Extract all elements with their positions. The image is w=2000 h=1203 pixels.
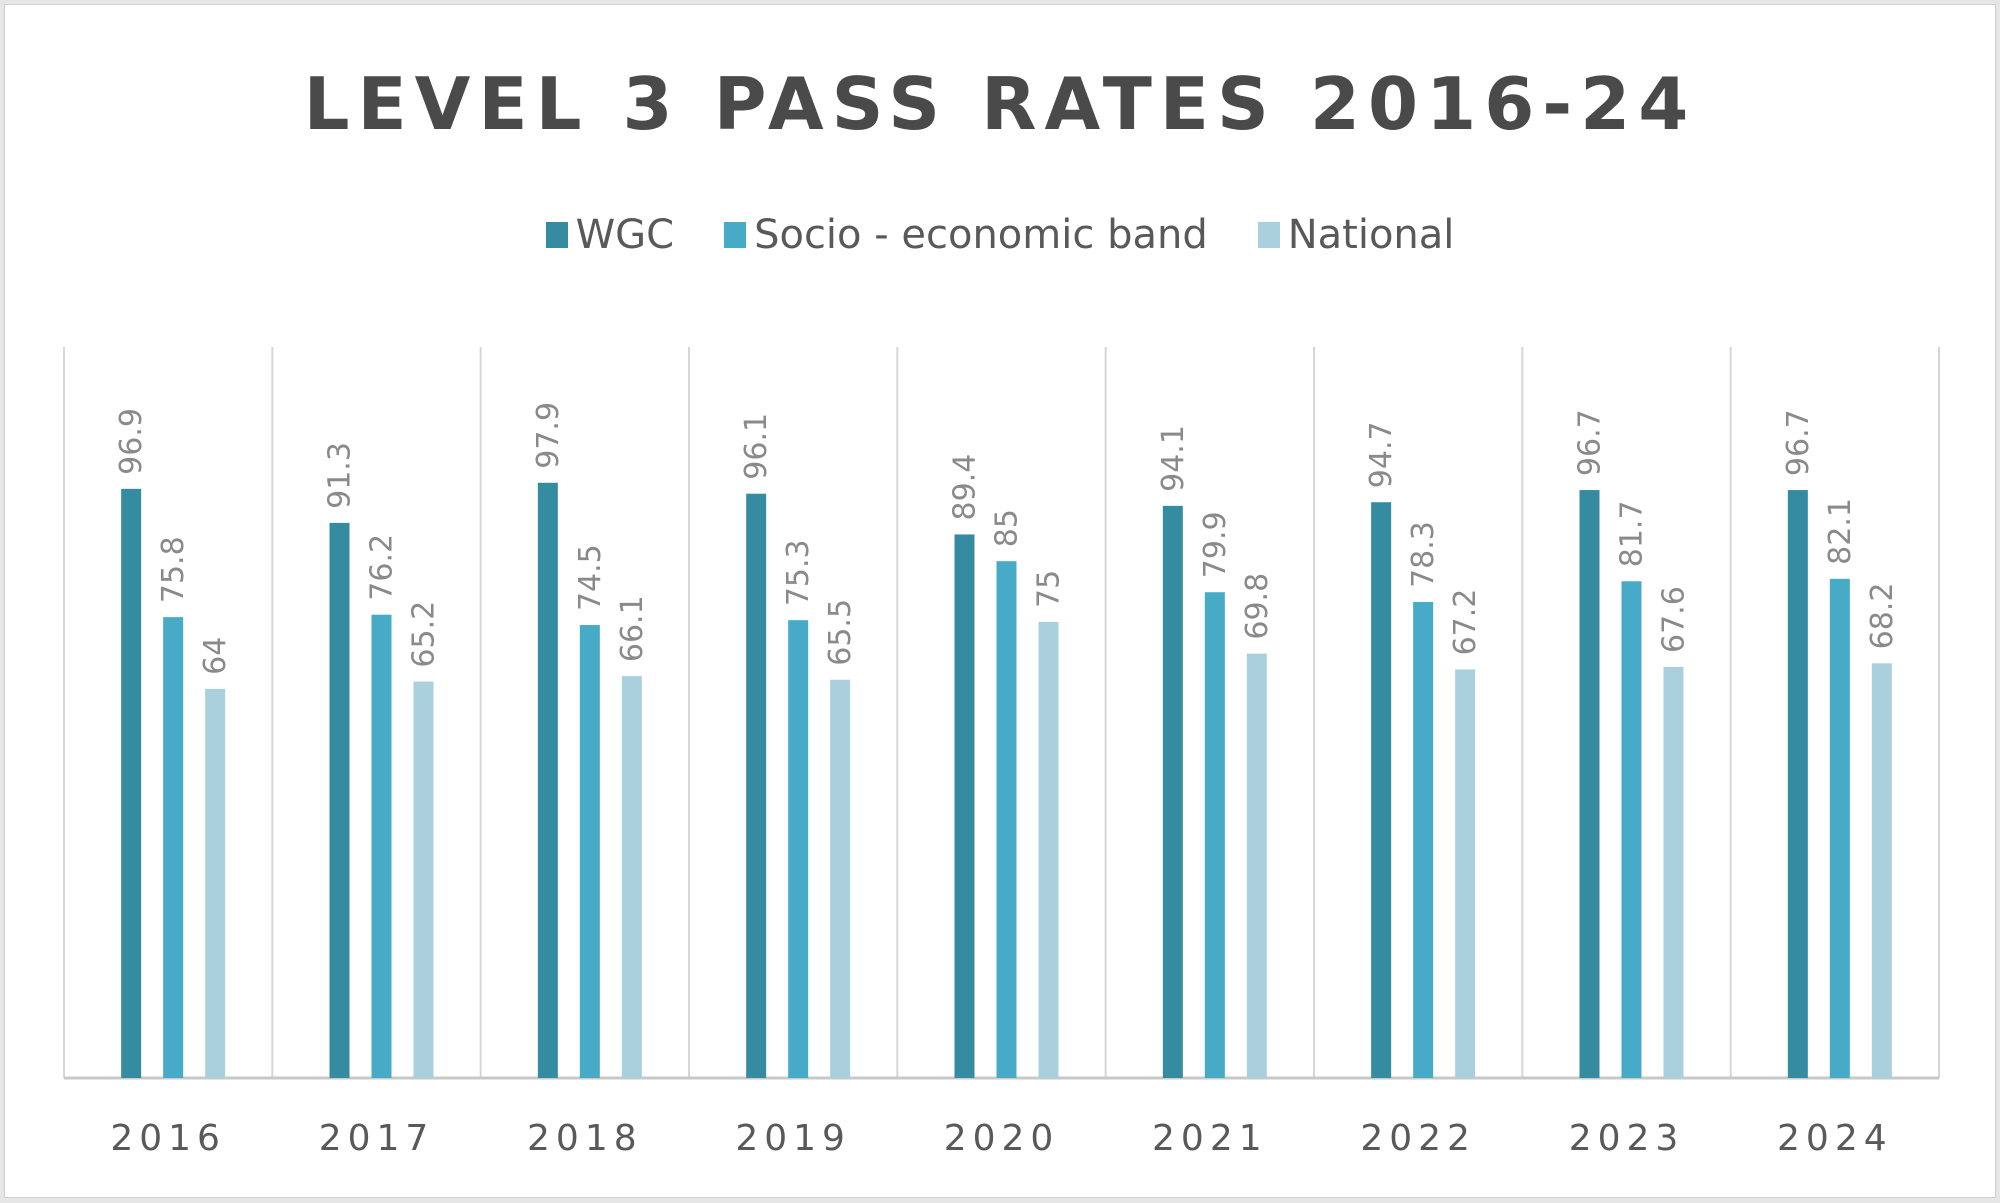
bar-wgc-2018 — [537, 482, 558, 1078]
bar-wgc-2024 — [1787, 490, 1808, 1079]
data-label: 97.9 — [531, 402, 566, 469]
bar-wgc-2019 — [746, 493, 767, 1078]
x-tick-label: 2019 — [735, 1118, 851, 1159]
legend-label-national: National — [1287, 212, 1455, 258]
x-tick-label: 2018 — [527, 1118, 643, 1159]
data-label: 94.7 — [1364, 421, 1399, 488]
legend-label-wgc: WGC — [575, 212, 675, 258]
data-label: 74.5 — [573, 544, 608, 611]
data-label: 68.2 — [1865, 583, 1900, 650]
legend-swatch-wgc — [545, 222, 568, 248]
data-label: 75.8 — [156, 536, 191, 603]
bar-socio-economic-band-2016 — [163, 617, 184, 1078]
bar-socio-economic-band-2018 — [579, 625, 600, 1078]
bar-national-2019 — [830, 679, 851, 1078]
legend-item-wgc: WGC — [545, 212, 675, 258]
bar-socio-economic-band-2024 — [1829, 578, 1850, 1078]
data-label: 81.7 — [1615, 500, 1650, 567]
data-label: 67.2 — [1448, 589, 1483, 656]
data-label: 96.7 — [1781, 409, 1816, 476]
bar-national-2021 — [1246, 653, 1267, 1078]
x-tick-label: 2021 — [1152, 1118, 1268, 1159]
x-tick-label: 2022 — [1360, 1118, 1476, 1159]
data-label: 64 — [198, 637, 233, 675]
data-label: 66.1 — [615, 595, 650, 662]
x-tick-label: 2020 — [944, 1118, 1060, 1159]
legend-item-socio-economic-band: Socio - economic band — [724, 212, 1208, 258]
data-label: 82.1 — [1823, 498, 1858, 565]
legend-swatch-socio-economic-band — [724, 222, 747, 248]
bar-national-2018 — [621, 676, 642, 1078]
data-label: 76.2 — [365, 534, 400, 601]
bar-wgc-2023 — [1579, 490, 1600, 1079]
data-label: 91.3 — [323, 442, 358, 509]
x-tick-label: 2017 — [319, 1118, 435, 1159]
data-label: 96.1 — [739, 413, 774, 480]
bar-national-2023 — [1663, 666, 1684, 1078]
data-label: 75.3 — [781, 539, 816, 606]
data-label: 75 — [1032, 570, 1067, 608]
bar-national-2016 — [205, 688, 226, 1078]
data-label: 85 — [990, 509, 1025, 547]
data-label: 96.7 — [1573, 409, 1608, 476]
data-label: 65.2 — [407, 601, 442, 668]
data-label: 69.8 — [1240, 573, 1275, 640]
bar-wgc-2021 — [1162, 505, 1183, 1078]
data-label: 67.6 — [1657, 586, 1692, 653]
bar-wgc-2017 — [329, 522, 350, 1078]
bar-socio-economic-band-2019 — [788, 620, 809, 1078]
data-label: 79.9 — [1198, 511, 1233, 578]
data-label: 78.3 — [1406, 521, 1441, 588]
bar-wgc-2016 — [121, 488, 142, 1078]
bar-national-2020 — [1038, 622, 1059, 1078]
chart-title: LEVEL 3 PASS RATES 2016-24 — [303, 62, 1697, 146]
bar-socio-economic-band-2022 — [1413, 601, 1434, 1078]
bar-national-2024 — [1871, 663, 1892, 1078]
x-tick-label: 2016 — [110, 1118, 226, 1159]
data-label: 65.5 — [823, 599, 858, 666]
data-label: 94.1 — [1156, 425, 1191, 492]
x-tick-label: 2024 — [1777, 1118, 1893, 1159]
legend-item-national: National — [1257, 212, 1455, 258]
legend-swatch-national — [1257, 222, 1280, 248]
bar-national-2017 — [413, 681, 434, 1078]
bar-national-2022 — [1455, 669, 1476, 1078]
x-tick-label: 2023 — [1569, 1118, 1685, 1159]
bar-socio-economic-band-2021 — [1204, 592, 1225, 1078]
bar-socio-economic-band-2017 — [371, 614, 392, 1078]
bar-wgc-2020 — [954, 534, 975, 1078]
legend-label-socio-economic-band: Socio - economic band — [754, 212, 1208, 258]
bar-wgc-2022 — [1371, 502, 1392, 1078]
bar-socio-economic-band-2020 — [996, 561, 1017, 1078]
data-label: 89.4 — [948, 454, 983, 521]
legend: WGC Socio - economic band National — [0, 212, 2000, 258]
data-label: 96.9 — [114, 408, 149, 475]
bar-socio-economic-band-2023 — [1621, 581, 1642, 1078]
